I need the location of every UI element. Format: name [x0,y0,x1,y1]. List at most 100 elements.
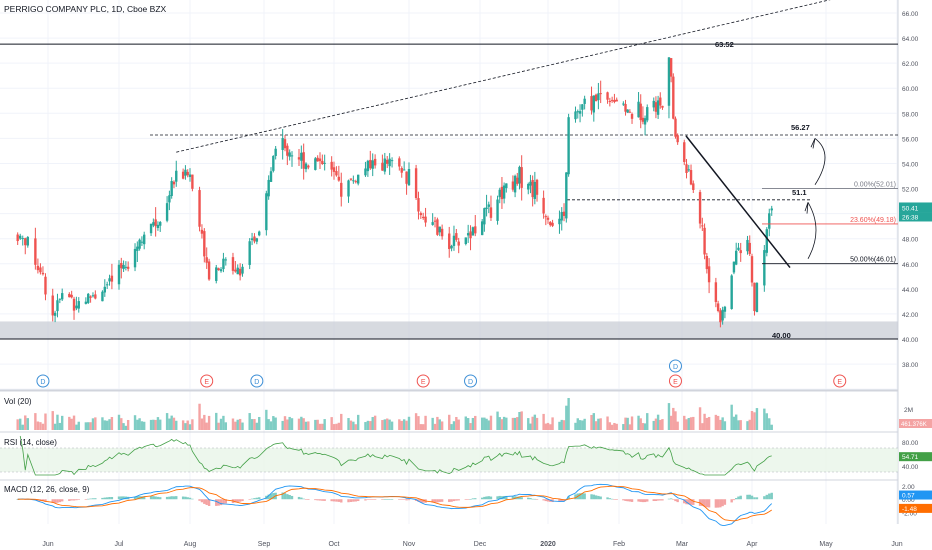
candle-down [39,267,42,273]
candle-up [136,246,139,251]
macd-histogram-bar [643,499,647,503]
macd-histogram-bar [159,497,162,500]
volume-bar [485,418,488,430]
candle-down [217,268,220,271]
rising-trendline [176,0,831,153]
macd-histogram-bar [122,496,125,500]
volume-bar [654,418,658,430]
candle-down [546,217,550,220]
candle-down [606,92,609,100]
macd-histogram-bar [383,499,387,500]
macd-histogram-bar [356,499,360,502]
volume-bar [68,416,71,430]
volume-bar [622,424,625,430]
price-tick-label: 66.00 [902,11,919,18]
macd-histogram-bar [669,498,673,500]
volume-bar [520,411,523,430]
candle-up [58,298,62,300]
volume-bar [337,422,341,430]
volume-bar [414,413,418,430]
volume-bar [283,416,287,430]
macd-histogram-bar [170,496,173,500]
candle-down [354,181,357,183]
candle-down [200,229,204,234]
volume-bar [330,417,333,430]
resistance-mid-label: 56.27 [791,123,810,132]
price-tick-label: 54.00 [902,161,919,168]
annotation-layer: 63.52 56.27 51.1 40.00 0.00%(52.01) 23.60%(49… [685,40,898,340]
macd-histogram-bar [253,498,256,500]
macd-histogram-bar [448,499,451,502]
macd-histogram-bar [531,498,534,500]
rsi-tick-label: 80.00 [902,440,919,447]
candle-down [172,181,176,185]
macd-histogram-bar [16,499,19,500]
candle-up [371,160,374,169]
volume-bar [172,417,176,430]
volume-bar [316,419,319,430]
volume-bar [72,415,76,430]
resistance-top-label: 63.52 [715,40,734,49]
macd-histogram-bar [238,499,242,502]
price-tick-label: 64.00 [902,36,919,43]
candle-down [705,256,709,270]
macd-histogram-bar [433,499,437,503]
volume-bar [613,422,616,430]
volume-bar [154,419,157,430]
candle-up [53,312,57,316]
volume-bar [518,411,521,430]
macd-pane [16,483,773,526]
macd-pane-label: MACD (12, 26, close, 9) [4,485,90,494]
candle-up [170,181,173,196]
volume-bar [768,418,771,430]
price-tick-label: 56.00 [902,136,919,143]
macd-histogram-bar [258,497,261,500]
time-tick-label: Aug [184,541,197,548]
price-tick-label: 58.00 [902,111,919,118]
arrow-curve [814,138,826,185]
macd-histogram-bar [705,499,709,508]
volume-bar [364,422,367,430]
volume-bar [159,419,162,430]
volume-bar [108,419,111,430]
macd-histogram-bar [142,496,146,500]
candle-up [626,109,629,113]
macd-histogram-bar [732,499,736,501]
volume-bar [469,423,472,430]
macd-histogram-bar [234,499,237,503]
price-tick-label: 52.00 [902,187,919,194]
macd-histogram-bar [300,497,303,500]
candle-down [16,234,19,242]
candle-up [356,174,360,184]
macd-histogram-bar [438,499,441,502]
event-marker-letter: E [673,379,678,386]
candle-down [707,266,711,283]
volume-bar [471,417,475,430]
volume-bar [290,418,294,430]
macd-histogram-bar [750,495,754,500]
volume-bar [281,420,284,430]
volume-bar [474,415,477,430]
time-tick-label: Jun [42,541,53,548]
candle-down [126,266,130,269]
chart-title: PERRIGO COMPANY PLC, 1D, Cboe BZX [4,4,167,14]
support-zone [0,321,898,340]
candle-down [613,99,616,102]
volume-bar [643,423,647,430]
macd-histogram-bar [390,499,394,500]
volume-bar [652,420,655,430]
macd-histogram-bar [692,499,695,505]
macd-histogram-bar [68,499,71,501]
volume-bar [168,418,171,430]
candle-up [581,104,584,110]
volume-bar [188,424,192,430]
macd-histogram-bar [203,499,206,504]
macd-histogram-bar [58,499,62,503]
candle-up [498,189,501,198]
macd-histogram-bar [599,496,602,500]
candle-down [719,310,722,323]
candle-down [332,167,336,172]
volume-bar [424,415,427,430]
candle-down [203,231,206,257]
volume-bar [105,420,109,430]
